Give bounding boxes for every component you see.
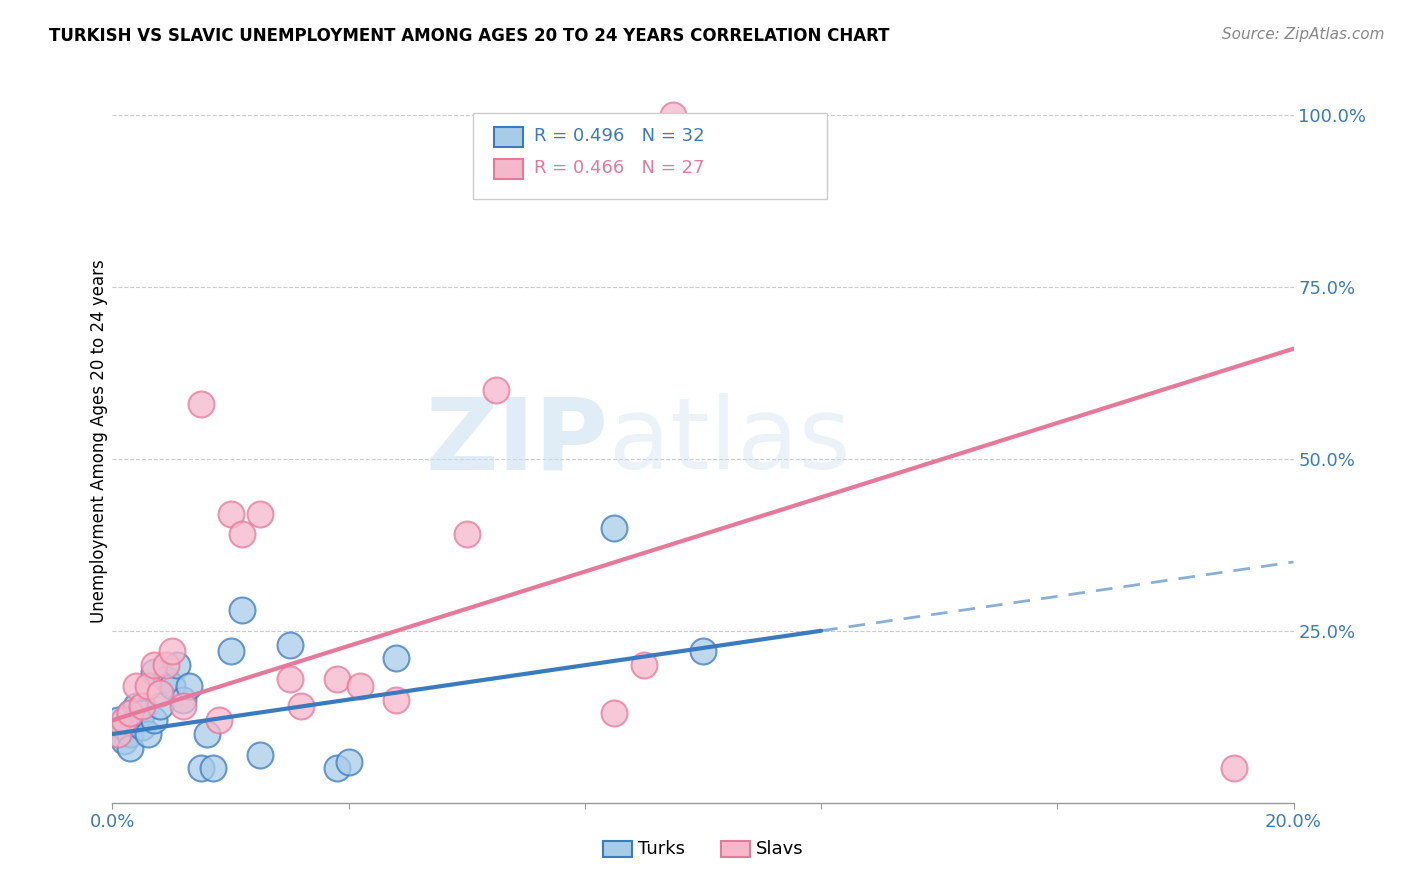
Point (231, 527, 253, 541)
Point (107, 713, 129, 727)
Point (136, 679, 159, 693)
Point (278, 672, 301, 686)
Point (112, 720, 135, 734)
Point (190, 761, 212, 775)
Point (290, 699, 312, 714)
Point (142, 658, 165, 673)
Point (249, 507, 271, 521)
FancyBboxPatch shape (472, 112, 827, 200)
Y-axis label: Unemployment Among Ages 20 to 24 years: Unemployment Among Ages 20 to 24 years (90, 260, 108, 624)
Point (131, 699, 153, 714)
Point (208, 713, 231, 727)
Point (155, 672, 177, 686)
Point (385, 692, 408, 706)
Point (160, 679, 183, 693)
Point (172, 692, 194, 706)
FancyBboxPatch shape (494, 128, 523, 147)
Point (633, 658, 655, 673)
Text: R = 0.496   N = 32: R = 0.496 N = 32 (534, 127, 704, 145)
Point (112, 713, 135, 727)
Point (166, 658, 188, 673)
FancyBboxPatch shape (494, 159, 523, 179)
FancyBboxPatch shape (721, 841, 751, 857)
Point (160, 644, 183, 658)
Text: TURKISH VS SLAVIC UNEMPLOYMENT AMONG AGES 20 TO 24 YEARS CORRELATION CHART: TURKISH VS SLAVIC UNEMPLOYMENT AMONG AGE… (49, 27, 890, 45)
Point (120, 740, 142, 755)
Point (131, 706, 153, 721)
Point (337, 755, 360, 769)
Point (107, 727, 129, 741)
Point (172, 699, 194, 714)
Point (385, 651, 408, 665)
Point (456, 527, 478, 541)
Point (125, 713, 148, 727)
Point (112, 734, 135, 748)
Point (131, 720, 153, 734)
Point (219, 507, 242, 521)
Point (349, 679, 371, 693)
Point (603, 706, 626, 721)
Point (231, 603, 253, 617)
Point (136, 727, 159, 741)
Point (326, 672, 349, 686)
Point (107, 727, 129, 741)
Point (219, 644, 242, 658)
Text: Source: ZipAtlas.com: Source: ZipAtlas.com (1222, 27, 1385, 42)
Text: Turks: Turks (638, 840, 685, 858)
Point (142, 713, 165, 727)
Point (125, 679, 148, 693)
Point (120, 706, 142, 721)
Point (125, 699, 148, 714)
Point (179, 679, 201, 693)
Point (195, 727, 218, 741)
Point (249, 747, 271, 762)
Point (603, 520, 626, 534)
Point (662, 108, 685, 122)
Point (485, 383, 508, 397)
Point (692, 644, 714, 658)
Point (1223, 761, 1246, 775)
Point (120, 727, 142, 741)
Point (201, 761, 224, 775)
Point (149, 686, 172, 700)
Point (190, 397, 212, 411)
Point (326, 761, 349, 775)
Point (142, 665, 165, 679)
Point (149, 699, 172, 714)
Point (120, 706, 142, 721)
FancyBboxPatch shape (603, 841, 633, 857)
Point (278, 638, 301, 652)
Text: Slavs: Slavs (756, 840, 804, 858)
Text: atlas: atlas (609, 393, 851, 490)
Point (155, 658, 177, 673)
Text: R = 0.466   N = 27: R = 0.466 N = 27 (534, 159, 704, 177)
Text: ZIP: ZIP (426, 393, 609, 490)
